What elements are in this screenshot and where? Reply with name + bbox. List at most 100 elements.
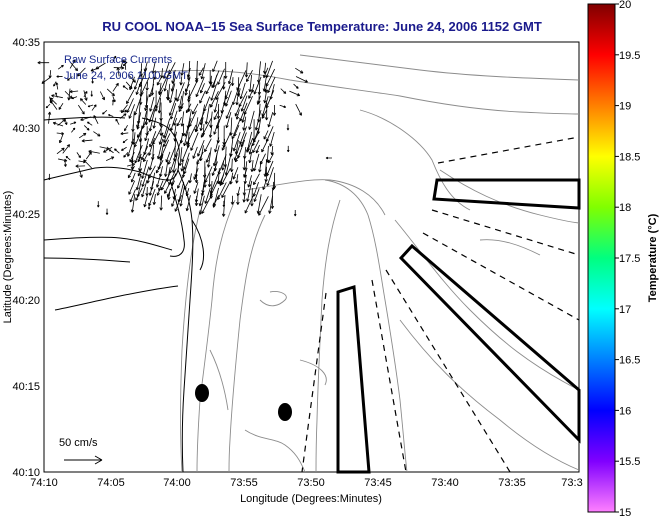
current-vector xyxy=(56,75,63,78)
current-vector xyxy=(171,194,177,207)
current-vector xyxy=(138,160,142,172)
current-vector xyxy=(70,121,77,125)
current-vector xyxy=(119,113,127,119)
current-vector xyxy=(167,188,171,200)
current-vector xyxy=(138,89,143,105)
current-vector xyxy=(77,104,85,115)
current-vector xyxy=(271,181,275,191)
current-vector xyxy=(58,132,64,144)
current-vector xyxy=(206,147,212,168)
current-vector xyxy=(232,131,241,152)
current-vector xyxy=(195,76,205,98)
x-axis: 74:10 74:05 74:00 73:55 73:50 73:45 73:4… xyxy=(30,477,582,505)
current-vector xyxy=(199,90,206,104)
current-vector xyxy=(148,153,155,171)
current-vector xyxy=(121,146,127,151)
current-vector xyxy=(126,138,135,157)
current-vector xyxy=(262,181,267,190)
current-vector xyxy=(55,82,59,90)
current-vector xyxy=(179,76,183,86)
x-tick-label: 73:45 xyxy=(364,477,392,489)
current-vector xyxy=(242,153,246,171)
current-vector xyxy=(137,168,143,177)
current-vector xyxy=(192,146,198,159)
current-vector xyxy=(222,138,226,149)
current-vector xyxy=(71,96,78,100)
current-vector xyxy=(230,195,235,205)
current-vector xyxy=(144,130,149,142)
y-tick-label: 40:35 xyxy=(12,37,40,49)
current-vector xyxy=(106,88,115,97)
current-vector xyxy=(56,147,65,155)
current-vector xyxy=(133,69,143,90)
current-vector xyxy=(253,132,260,143)
current-vector xyxy=(183,126,190,147)
current-vector xyxy=(83,159,93,169)
current-vector xyxy=(198,67,204,76)
current-vector xyxy=(270,189,275,209)
current-vector xyxy=(135,187,143,201)
current-vector xyxy=(70,62,79,72)
current-vector xyxy=(37,60,50,65)
current-vector xyxy=(234,104,241,117)
colorbar-tick-label: 19 xyxy=(619,101,631,113)
current-vector xyxy=(201,194,213,214)
current-vector xyxy=(213,118,220,135)
current-vector xyxy=(62,144,71,154)
current-vector xyxy=(235,96,239,106)
current-vector xyxy=(234,152,241,163)
current-vector xyxy=(172,153,178,173)
current-vector xyxy=(65,155,71,161)
current-vector xyxy=(217,68,225,85)
current-vector xyxy=(242,193,246,203)
current-vector xyxy=(176,116,182,127)
current-vector xyxy=(137,153,142,163)
radar-site-marker xyxy=(195,384,209,402)
current-vector xyxy=(227,69,234,85)
current-vector xyxy=(204,166,213,183)
current-vector xyxy=(148,181,155,196)
current-vector xyxy=(222,200,226,208)
current-vector xyxy=(151,61,156,74)
current-vector xyxy=(185,187,190,197)
current-vector xyxy=(155,174,162,188)
current-vector xyxy=(239,126,247,145)
current-vector xyxy=(148,83,155,98)
current-vector xyxy=(48,173,51,181)
current-vector xyxy=(207,173,212,188)
current-vector xyxy=(239,82,246,100)
current-vector xyxy=(204,138,212,153)
current-vector xyxy=(135,173,142,191)
current-vector xyxy=(250,160,254,173)
current-vector xyxy=(200,63,206,80)
current-vector xyxy=(286,124,290,131)
current-vector xyxy=(279,104,287,109)
dashed-rays xyxy=(301,136,580,473)
current-vector xyxy=(179,187,185,207)
current-vector xyxy=(248,152,253,164)
current-vector xyxy=(143,153,149,163)
current-vector xyxy=(264,102,269,121)
current-vector xyxy=(223,61,228,79)
current-vector xyxy=(213,109,220,121)
current-vector xyxy=(269,131,275,147)
current-vector xyxy=(248,90,253,99)
x-tick-label: 74:10 xyxy=(30,477,58,489)
current-vector xyxy=(78,168,83,178)
current-vector xyxy=(113,66,125,70)
current-vector xyxy=(90,67,99,72)
current-vector xyxy=(47,111,52,124)
current-vector xyxy=(93,115,99,125)
current-vector xyxy=(261,109,268,119)
current-vector xyxy=(195,68,199,81)
current-vector xyxy=(106,156,115,161)
current-vector xyxy=(77,67,86,77)
current-vector xyxy=(169,103,177,120)
current-vector xyxy=(57,64,64,70)
current-vector xyxy=(246,69,253,82)
current-vector xyxy=(157,97,162,114)
x-tick-label: 73:55 xyxy=(230,477,258,489)
current-vector xyxy=(141,166,150,187)
current-vector xyxy=(168,98,177,116)
current-vector xyxy=(213,97,219,113)
